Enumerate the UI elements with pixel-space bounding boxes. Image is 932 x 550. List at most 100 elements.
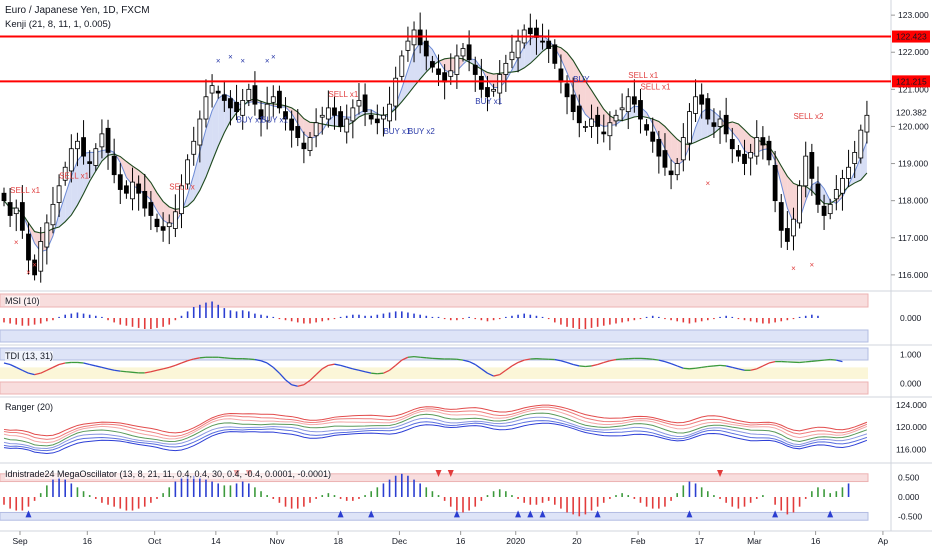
candle-body bbox=[75, 140, 80, 150]
kenji-cloud-segment bbox=[524, 39, 531, 68]
kenji-cloud-segment bbox=[407, 51, 415, 95]
time-tick-label: 18 bbox=[334, 536, 344, 546]
candle-body bbox=[81, 137, 86, 157]
ranger-band-line bbox=[3, 412, 868, 447]
kenji-indicator-label[interactable]: Kenji (21, 8, 11, 1, 0.005) bbox=[5, 19, 111, 30]
sell-signal-label: SELL x1 bbox=[10, 186, 40, 195]
sell-marker: × bbox=[26, 268, 31, 277]
mega-sell-triangle bbox=[435, 470, 442, 478]
candle-body bbox=[185, 159, 191, 185]
candle-body bbox=[423, 40, 429, 57]
msi-upper-zone bbox=[0, 293, 869, 308]
candle-body bbox=[111, 155, 117, 176]
kenji-cloud-segment bbox=[860, 141, 867, 181]
candle-body bbox=[154, 218, 160, 228]
price-tag-label: 121.215 bbox=[896, 76, 927, 86]
candle-body bbox=[729, 139, 735, 150]
ranger-band-line bbox=[3, 420, 868, 452]
candle-body bbox=[656, 139, 662, 157]
candle-body bbox=[760, 137, 766, 146]
candle-body bbox=[50, 203, 56, 226]
megaoscillator-pane-label[interactable]: Idnistrade24 MegaOscillator (13, 8, 21, … bbox=[5, 469, 332, 479]
tdi-pane-label[interactable]: TDI (13, 31) bbox=[5, 351, 54, 361]
candle-body bbox=[381, 114, 386, 120]
candle-body bbox=[136, 183, 142, 194]
tdi-line-segment bbox=[371, 372, 378, 375]
tdi-line-segment bbox=[95, 365, 103, 369]
kenji-cloud-segment bbox=[218, 93, 225, 147]
candle-body bbox=[350, 107, 356, 122]
candle-body bbox=[662, 150, 668, 168]
tdi-line-segment bbox=[224, 357, 231, 360]
candle-body bbox=[436, 68, 441, 75]
candle-body bbox=[228, 98, 233, 109]
candle-body bbox=[852, 152, 858, 164]
price-tick-label: 122.000 bbox=[898, 47, 929, 57]
tdi-line-segment bbox=[566, 361, 574, 366]
tdi-line-segment bbox=[272, 366, 280, 374]
buy-signal-label: BUY x1 bbox=[237, 116, 265, 125]
candle-body bbox=[7, 202, 13, 216]
candle-body bbox=[332, 107, 337, 116]
msi-pane-label[interactable]: MSI (10) bbox=[5, 296, 40, 306]
tdi-line-segment bbox=[315, 368, 323, 376]
sell-marker: × bbox=[32, 260, 37, 269]
kenji-cloud-segment bbox=[193, 151, 200, 201]
tdi-line-segment bbox=[824, 358, 831, 361]
mega-buy-triangle bbox=[539, 510, 546, 518]
ranger-pane-label[interactable]: Ranger (20) bbox=[5, 402, 54, 412]
ranger-band-line bbox=[3, 406, 868, 440]
tdi-line-segment bbox=[480, 368, 488, 374]
candle-body bbox=[570, 94, 576, 113]
kenji-cloud-segment bbox=[854, 157, 861, 183]
kenji-cloud-segment bbox=[664, 126, 672, 160]
buy-signal-label: BUY bbox=[573, 75, 590, 84]
candle-body bbox=[693, 96, 698, 114]
kenji-cloud-segment bbox=[560, 47, 568, 73]
tdi-line-segment bbox=[426, 357, 433, 360]
mega-buy-triangle bbox=[453, 510, 460, 518]
time-tick-label: Mar bbox=[747, 536, 762, 546]
tdi-line-segment bbox=[420, 356, 427, 359]
tdi-line-segment bbox=[58, 362, 66, 366]
kenji-cloud-segment bbox=[150, 182, 157, 211]
tdi-line-segment bbox=[303, 379, 311, 386]
candle-body bbox=[815, 183, 821, 205]
candle-body bbox=[607, 122, 613, 137]
ranger-tick-label: 116.000 bbox=[896, 445, 926, 455]
sell-marker: × bbox=[791, 264, 796, 273]
tdi-tick-label: 0.000 bbox=[900, 378, 922, 388]
kenji-cloud-segment bbox=[59, 195, 66, 228]
tdi-line-segment bbox=[554, 358, 562, 362]
sell-marker: × bbox=[810, 260, 815, 269]
tdi-line-segment bbox=[462, 359, 470, 363]
kenji-cloud-segment bbox=[71, 160, 78, 216]
candle-body bbox=[803, 155, 809, 187]
candle-body bbox=[858, 129, 864, 159]
tdi-line-segment bbox=[670, 363, 678, 367]
tdi-line-segment bbox=[358, 369, 366, 373]
candle-body bbox=[124, 185, 129, 194]
kenji-cloud-segment bbox=[585, 81, 592, 120]
candle-body bbox=[711, 122, 717, 127]
candle-body bbox=[160, 226, 166, 231]
ranger-band-line bbox=[3, 404, 868, 437]
candle-body bbox=[736, 150, 741, 157]
candle-body bbox=[172, 211, 178, 229]
candle-body bbox=[87, 161, 93, 164]
buy-signal-label: BUY x2 bbox=[408, 127, 436, 136]
candle-body bbox=[203, 96, 209, 120]
tdi-line-segment bbox=[340, 364, 347, 368]
candle-body bbox=[466, 44, 472, 61]
price-tag bbox=[892, 30, 930, 43]
candle-body bbox=[32, 259, 37, 276]
candle-body bbox=[778, 202, 784, 231]
ranger-tick-label: 124.000 bbox=[896, 400, 927, 410]
kenji-cloud-segment bbox=[836, 192, 843, 204]
tdi-line-segment bbox=[646, 358, 653, 360]
candle-body bbox=[399, 55, 405, 77]
msi-tick-label: 0.000 bbox=[900, 313, 922, 323]
candle-body bbox=[56, 185, 62, 203]
kenji-cloud-segment bbox=[732, 121, 739, 140]
buy-signal-label: BUY x1 bbox=[475, 97, 503, 106]
